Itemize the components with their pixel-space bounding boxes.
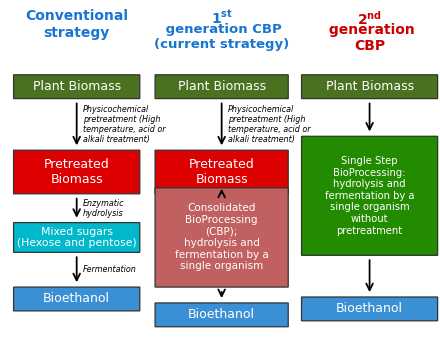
Text: Mixed sugars
(Hexose and pentose): Mixed sugars (Hexose and pentose) bbox=[17, 227, 136, 248]
FancyBboxPatch shape bbox=[301, 136, 438, 255]
FancyBboxPatch shape bbox=[301, 297, 438, 321]
Text: Pretreated
Biomass: Pretreated Biomass bbox=[44, 158, 110, 186]
FancyBboxPatch shape bbox=[14, 75, 140, 99]
FancyBboxPatch shape bbox=[301, 75, 438, 99]
Text: Single Step
BioProcessing:
hydrolysis and
fermentation by a
single organism
with: Single Step BioProcessing: hydrolysis an… bbox=[325, 156, 414, 236]
Text: $\mathbf{1^{st}}$: $\mathbf{1^{st}}$ bbox=[211, 9, 233, 27]
Text: Plant Biomass: Plant Biomass bbox=[33, 80, 121, 93]
Text: generation
CBP: generation CBP bbox=[324, 23, 415, 53]
FancyBboxPatch shape bbox=[155, 75, 288, 99]
FancyBboxPatch shape bbox=[14, 287, 140, 311]
FancyBboxPatch shape bbox=[14, 222, 140, 252]
Text: Plant Biomass: Plant Biomass bbox=[326, 80, 414, 93]
FancyBboxPatch shape bbox=[155, 188, 288, 287]
FancyBboxPatch shape bbox=[14, 150, 140, 194]
Text: $\mathbf{2^{nd}}$: $\mathbf{2^{nd}}$ bbox=[357, 9, 382, 27]
FancyBboxPatch shape bbox=[155, 150, 288, 194]
Text: Fermentation: Fermentation bbox=[83, 265, 136, 274]
Text: Enzymatic
hydrolysis: Enzymatic hydrolysis bbox=[83, 199, 124, 218]
Text: Bioethanol: Bioethanol bbox=[43, 292, 110, 306]
Text: Bioethanol: Bioethanol bbox=[188, 308, 255, 321]
Text: Plant Biomass: Plant Biomass bbox=[178, 80, 266, 93]
FancyBboxPatch shape bbox=[155, 303, 288, 327]
Text: generation CBP
(current strategy): generation CBP (current strategy) bbox=[154, 23, 289, 51]
Text: Physicochemical
pretreatment (High
temperature, acid or
alkali treatment): Physicochemical pretreatment (High tempe… bbox=[83, 105, 165, 144]
Text: Consolidated
BioProcessing
(CBP);
hydrolysis and
fermentation by a
single organi: Consolidated BioProcessing (CBP); hydrol… bbox=[175, 203, 268, 272]
Text: Conventional
strategy: Conventional strategy bbox=[25, 9, 128, 39]
Text: Physicochemical
pretreatment (High
temperature, acid or
alkali treatment): Physicochemical pretreatment (High tempe… bbox=[227, 105, 310, 144]
Text: Pretreated
Biomass: Pretreated Biomass bbox=[189, 158, 254, 186]
Text: Bioethanol: Bioethanol bbox=[336, 302, 403, 316]
